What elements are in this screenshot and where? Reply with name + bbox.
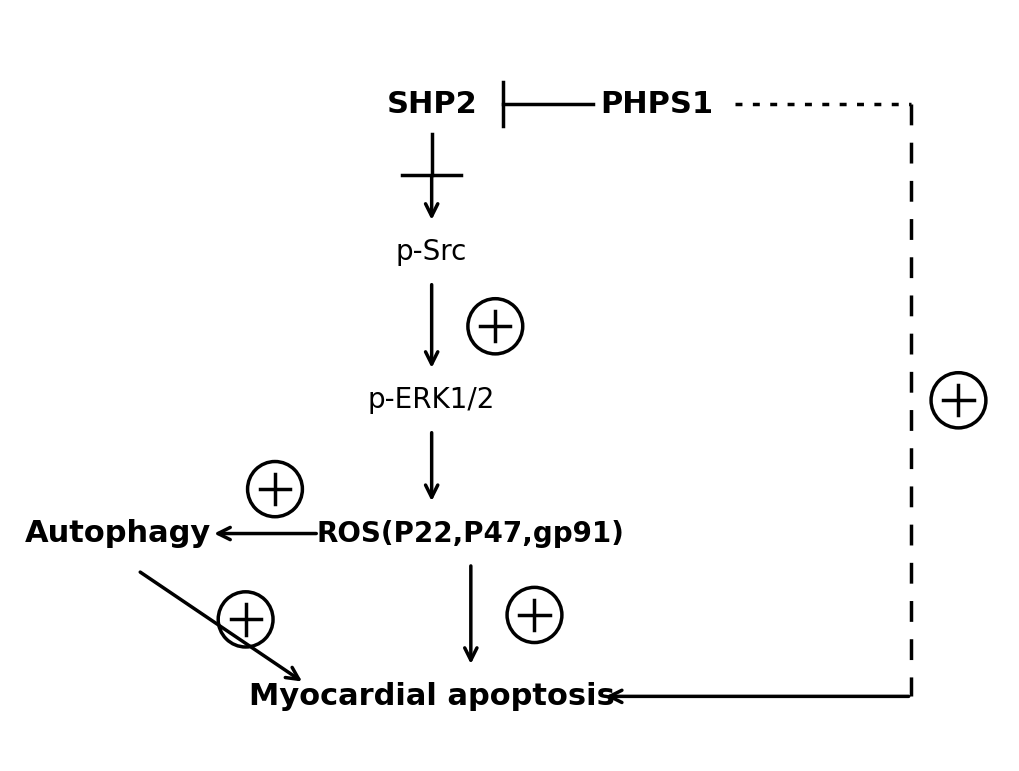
Text: p-ERK1/2: p-ERK1/2 bbox=[368, 386, 495, 414]
Text: p-Src: p-Src bbox=[395, 238, 467, 266]
Text: PHPS1: PHPS1 bbox=[600, 89, 712, 119]
Text: Myocardial apoptosis: Myocardial apoptosis bbox=[249, 682, 614, 711]
Text: ROS(P22,P47,gp91): ROS(P22,P47,gp91) bbox=[317, 520, 625, 547]
Text: Autophagy: Autophagy bbox=[25, 519, 211, 548]
Text: SHP2: SHP2 bbox=[386, 89, 477, 119]
